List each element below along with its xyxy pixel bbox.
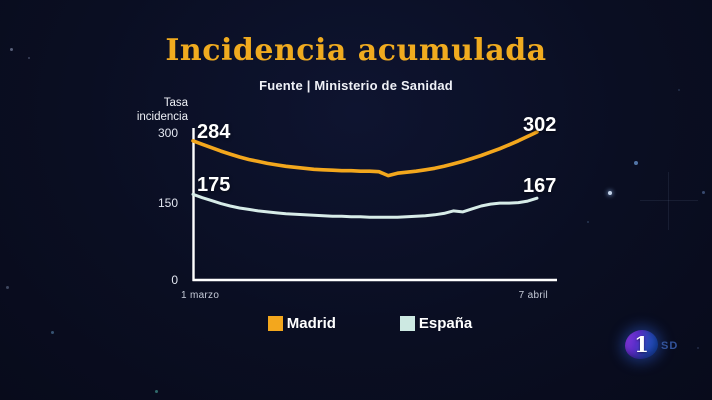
star-dot <box>587 221 589 223</box>
madrid-line <box>191 130 539 178</box>
madrid-color-swatch <box>267 316 283 331</box>
star-dot <box>702 191 705 194</box>
la1-channel-logo: 1 <box>625 330 658 359</box>
star-dot <box>28 57 30 59</box>
madrid-start-value: 284 <box>197 121 231 143</box>
star-dot <box>6 286 9 289</box>
crosshair-decoration <box>668 172 669 230</box>
channel-number: 1 <box>634 332 649 357</box>
espana-end-value: 167 <box>523 175 557 197</box>
espana-line <box>191 192 539 219</box>
source-attribution: Fuente | Ministerio de Sanidad <box>259 78 453 93</box>
y-tick-0: 0 <box>171 273 178 287</box>
espana-start-value: 175 <box>197 174 231 196</box>
legend-label-madrid: Madrid <box>286 315 336 332</box>
star-dot <box>10 48 13 51</box>
star-dot <box>51 331 54 334</box>
crosshair-decoration <box>640 200 698 201</box>
star-dot <box>678 89 680 91</box>
star-dot <box>155 390 158 393</box>
y-axis-title-line2: incidencia <box>136 110 188 123</box>
legend-item-madrid: Madrid <box>267 315 336 332</box>
star-dot <box>697 347 699 349</box>
legend-label-espana: España <box>418 315 473 332</box>
chart-legend: Madrid España <box>14 315 712 332</box>
x-label-start-date: 1 marzo <box>181 290 220 301</box>
y-axis-title-line1: Tasa <box>163 97 188 109</box>
sd-quality-badge: SD <box>661 340 679 352</box>
y-tick-300: 300 <box>157 126 178 140</box>
x-label-end-date: 7 abril <box>518 290 548 301</box>
madrid-end-value: 302 <box>523 114 557 136</box>
legend-item-espana: España <box>399 315 473 332</box>
star-dot <box>608 191 612 195</box>
y-axis-title: Tasa incidencia <box>106 97 188 124</box>
y-tick-150: 150 <box>157 196 178 210</box>
espana-color-swatch <box>399 316 415 331</box>
page-title: Incidencia acumulada <box>165 33 547 68</box>
star-dot <box>634 161 638 165</box>
